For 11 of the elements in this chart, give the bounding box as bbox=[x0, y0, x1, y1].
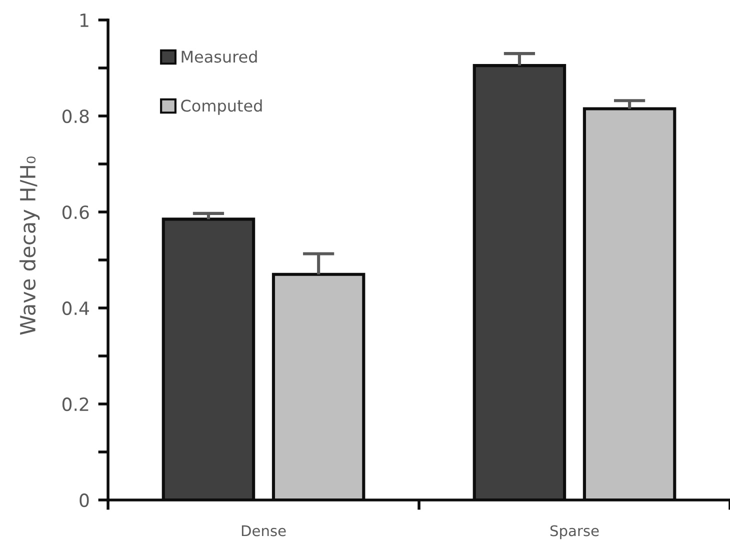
y-tick-label: 0.6 bbox=[62, 205, 89, 220]
legend-label: Measured bbox=[182, 50, 257, 63]
legend-label: Computed bbox=[181, 99, 262, 115]
x-tick-label: Sparse bbox=[550, 525, 599, 540]
y-tick-label: 0 bbox=[80, 493, 89, 508]
y-tick-label: 1 bbox=[80, 14, 88, 27]
y-tick-label: 0.8 bbox=[62, 109, 89, 124]
y-tick-label: 0.2 bbox=[62, 397, 88, 412]
y-tick-label: 0.4 bbox=[62, 301, 89, 316]
y-axis-title: Wave decay H/H₀ bbox=[19, 156, 40, 335]
x-tick-label: Dense bbox=[242, 525, 286, 536]
